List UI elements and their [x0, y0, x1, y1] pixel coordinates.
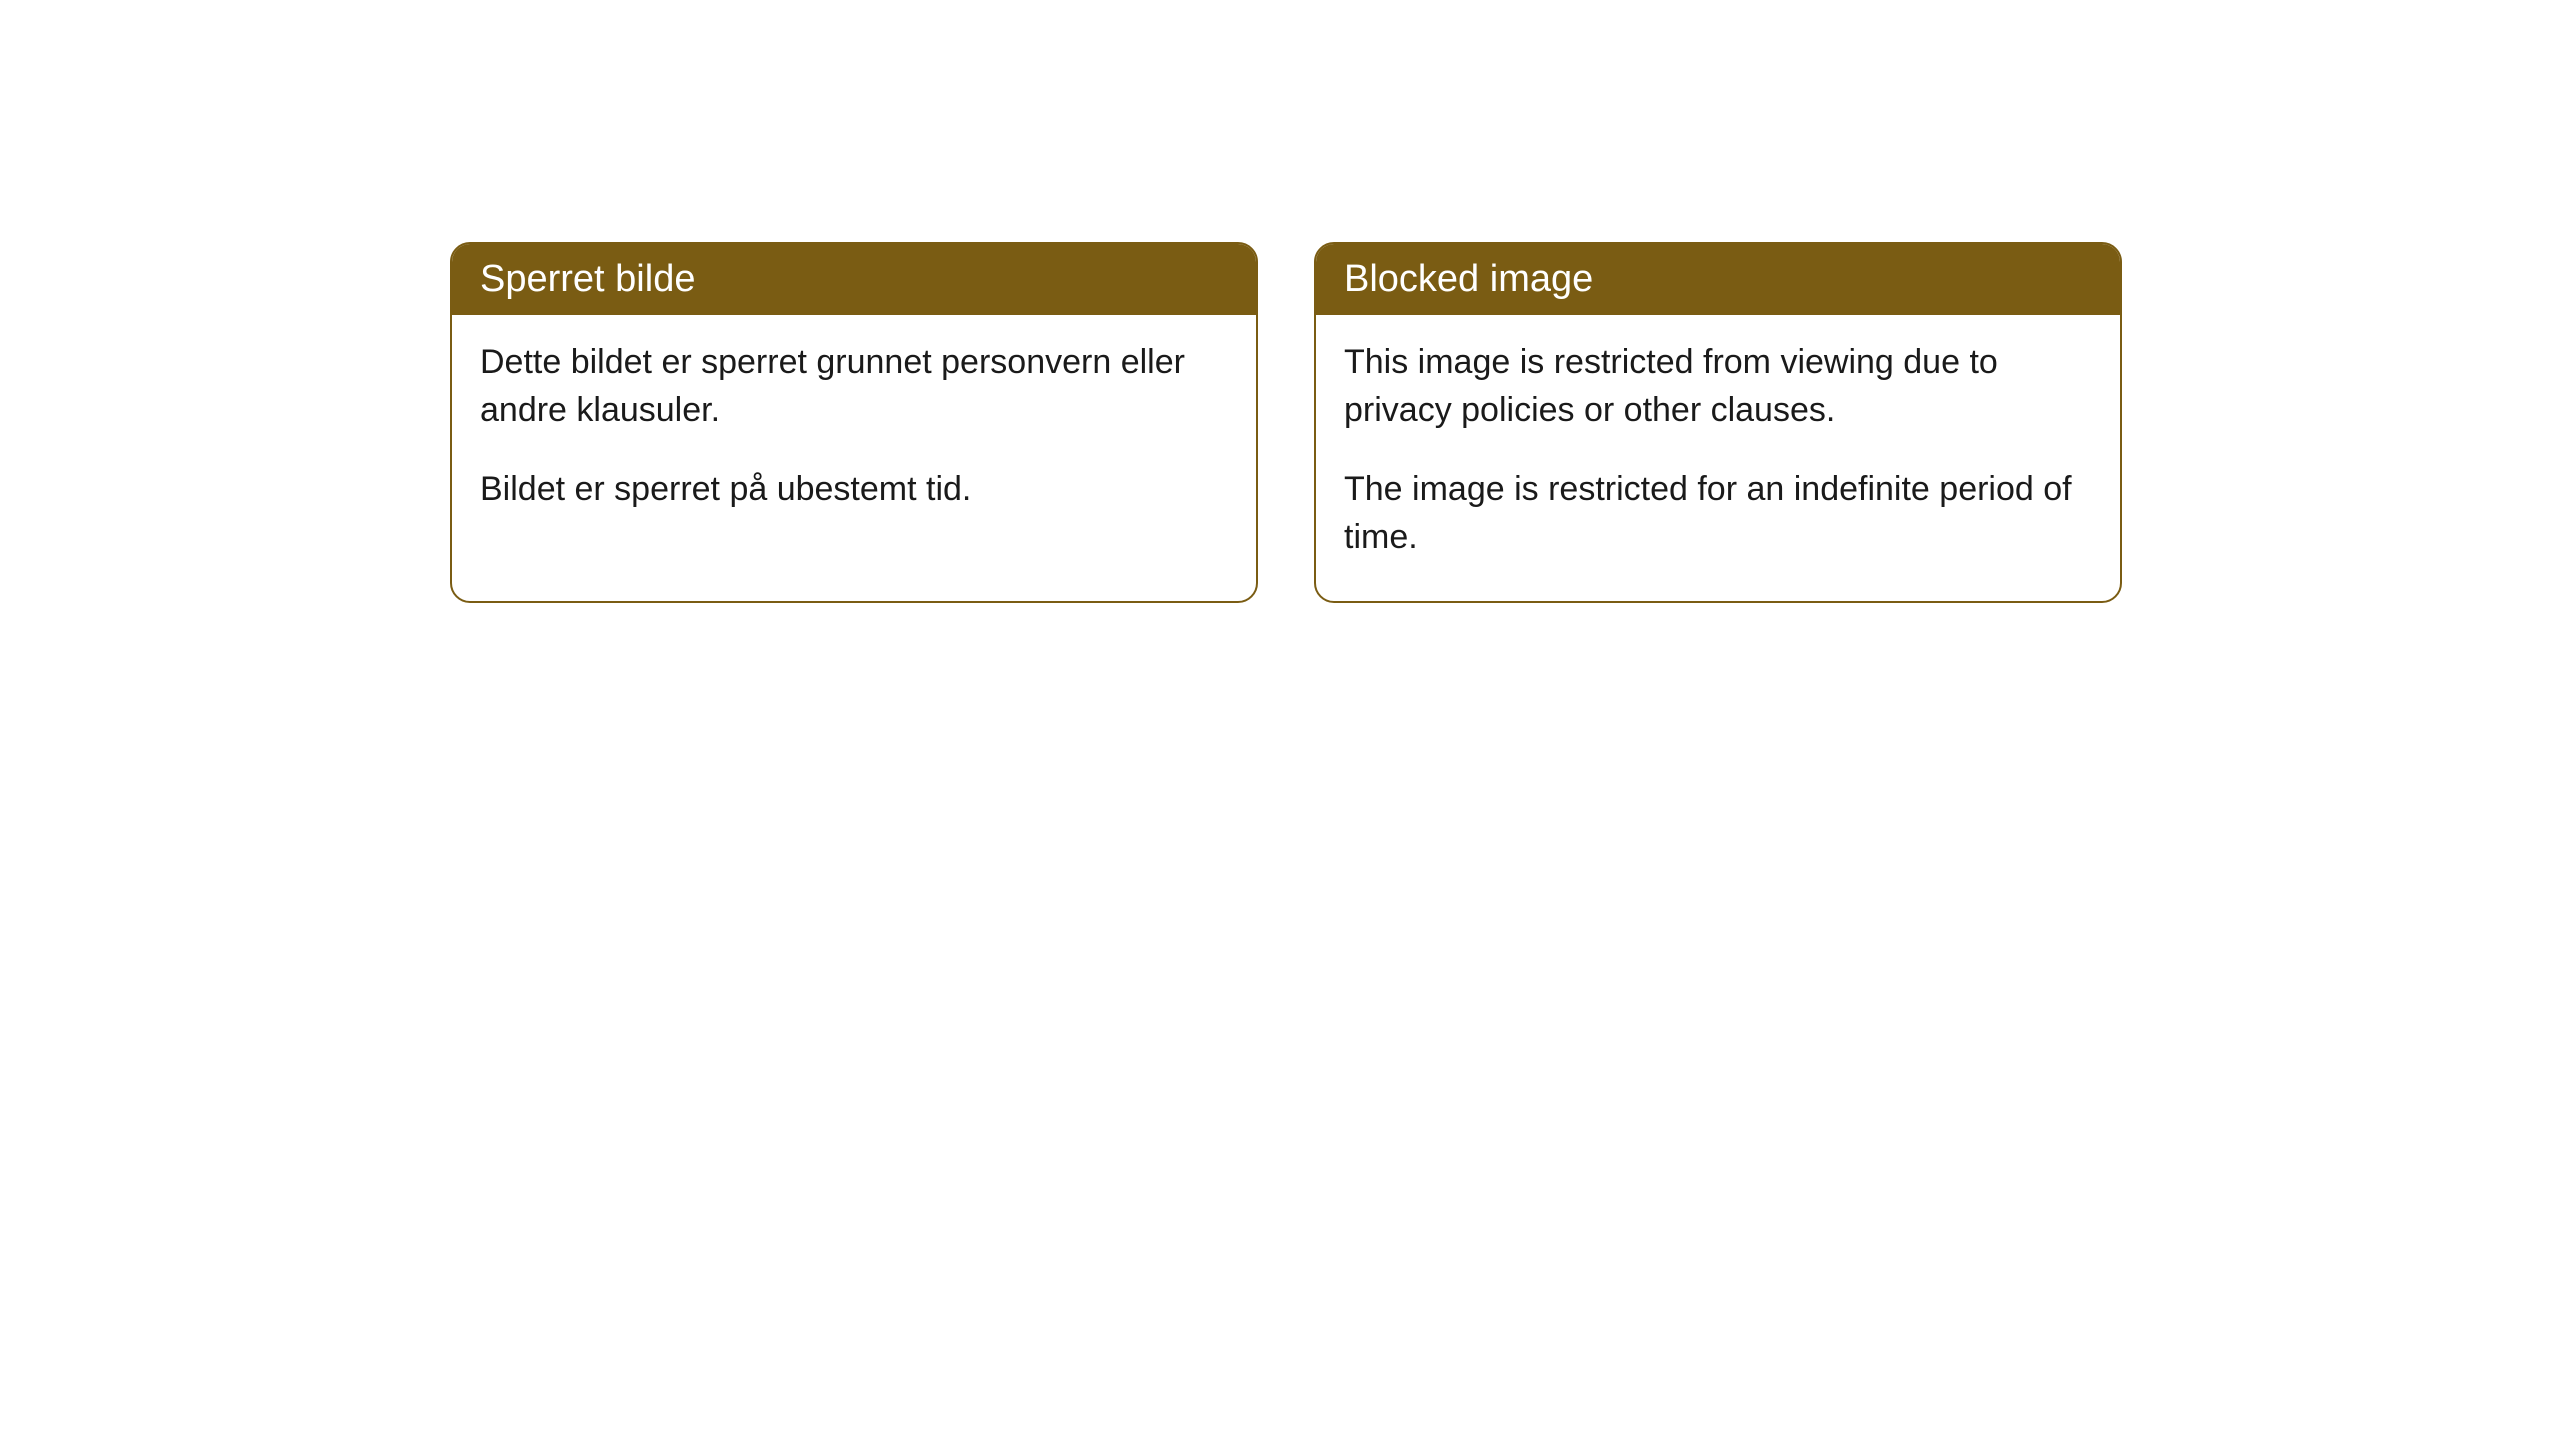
card-header: Sperret bilde — [452, 244, 1256, 315]
card-title: Sperret bilde — [480, 258, 695, 300]
card-body: This image is restricted from viewing du… — [1316, 315, 2120, 601]
notice-card-english: Blocked image This image is restricted f… — [1314, 242, 2122, 603]
card-header: Blocked image — [1316, 244, 2120, 315]
notice-card-norwegian: Sperret bilde Dette bildet er sperret gr… — [450, 242, 1258, 603]
card-title: Blocked image — [1344, 258, 1593, 300]
card-body: Dette bildet er sperret grunnet personve… — [452, 315, 1256, 554]
card-paragraph: Bildet er sperret på ubestemt tid. — [480, 466, 1228, 514]
card-paragraph: Dette bildet er sperret grunnet personve… — [480, 339, 1228, 434]
card-paragraph: The image is restricted for an indefinit… — [1344, 466, 2092, 561]
notice-container: Sperret bilde Dette bildet er sperret gr… — [0, 0, 2560, 603]
card-paragraph: This image is restricted from viewing du… — [1344, 339, 2092, 434]
